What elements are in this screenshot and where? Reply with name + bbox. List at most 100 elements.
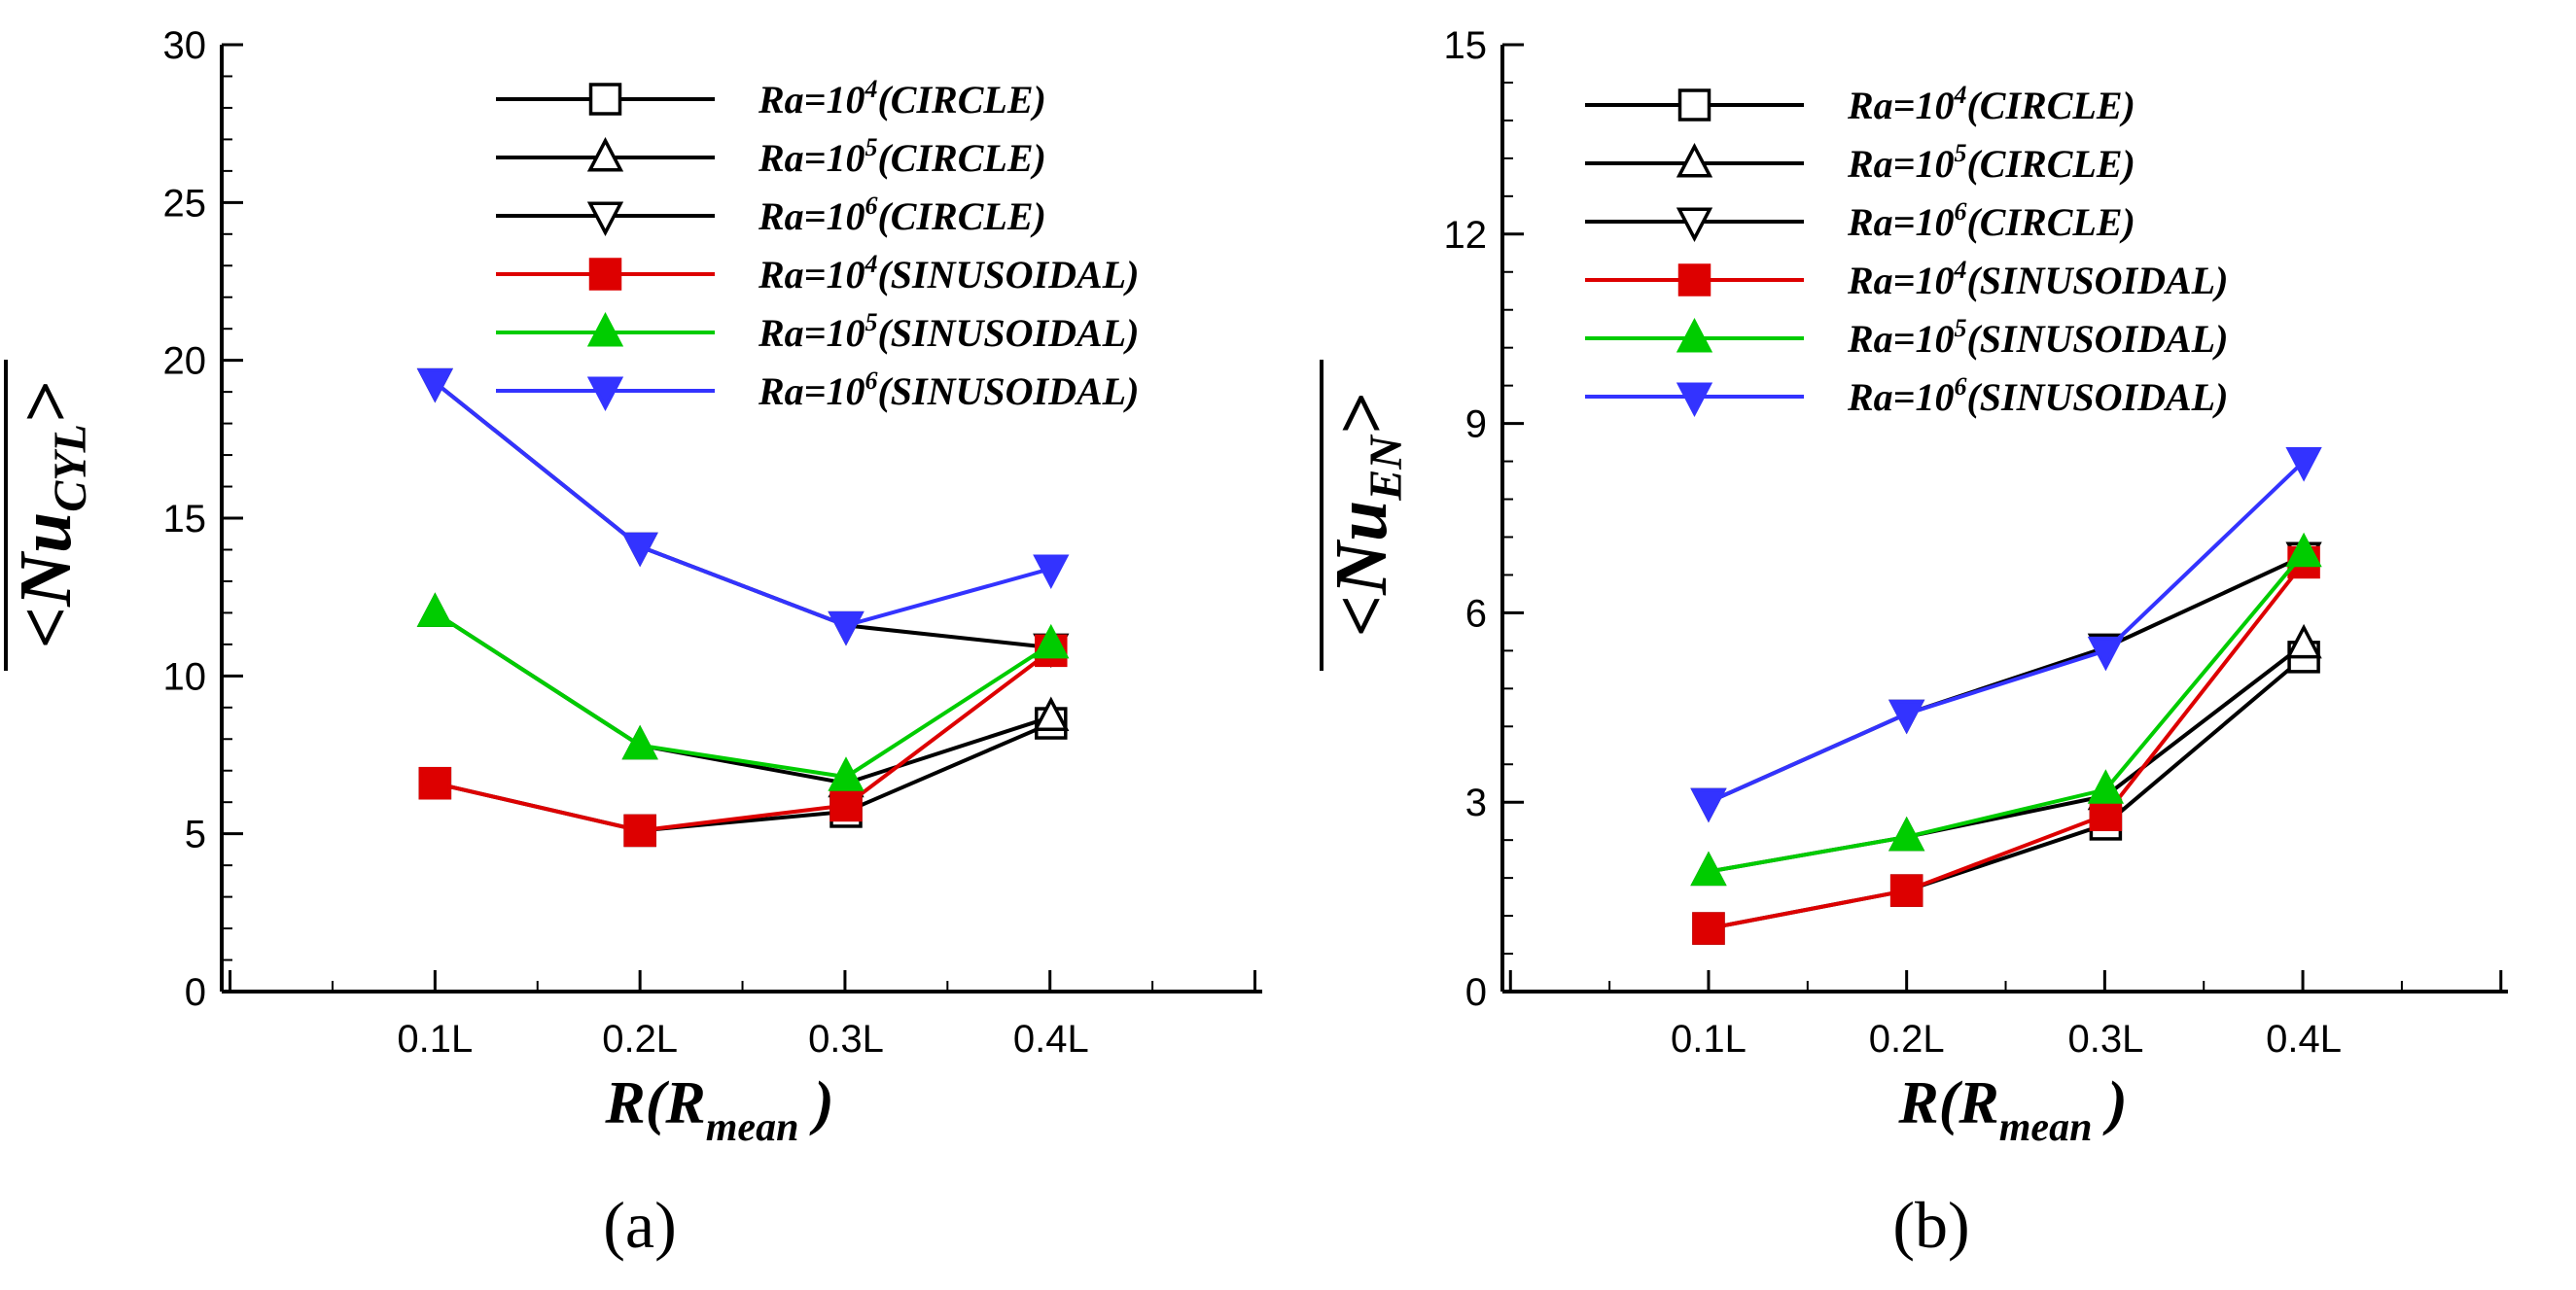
- legend-suffix: (CIRCLE): [877, 194, 1045, 238]
- legend-base: Ra=10: [1847, 200, 1954, 244]
- series-line: [434, 721, 1052, 833]
- x-tick-label: 0.4L: [1013, 1018, 1089, 1061]
- series-line: [1708, 551, 2306, 874]
- legend-marker: [1676, 142, 1713, 178]
- legend-marker: [1676, 382, 1713, 418]
- legend-suffix: (SINUSOIDAL): [877, 369, 1139, 413]
- legend-label: Ra=104(SINUSOIDAL): [1847, 256, 2228, 302]
- x-axis-label: R(Rmean ): [604, 1070, 833, 1150]
- legend-suffix: (SINUSOIDAL): [1966, 317, 2228, 361]
- series-0: [1692, 641, 2320, 945]
- y-axis-label: <NuCYL>: [4, 360, 96, 671]
- legend-label: Ra=104(SINUSOIDAL): [758, 250, 1139, 296]
- data-point: [2087, 769, 2125, 804]
- series-line: [434, 648, 1052, 833]
- legend-label: Ra=104(CIRCLE): [758, 75, 1046, 122]
- y-label-main: <Nu: [1321, 501, 1402, 637]
- legend-label: Ra=104(CIRCLE): [1847, 81, 2135, 127]
- data-point: [1692, 912, 1725, 945]
- legend-suffix: (CIRCLE): [1966, 142, 2135, 186]
- series-line: [434, 380, 1052, 628]
- panel-caption: (a): [603, 1188, 676, 1262]
- legend-label: Ra=105(CIRCLE): [758, 133, 1046, 180]
- x-label-sub: mean: [1999, 1105, 2093, 1150]
- legend-exponent: 6: [865, 192, 877, 220]
- legend-exponent: 5: [1954, 139, 1966, 167]
- legend-exponent: 6: [865, 366, 877, 395]
- legend-label: Ra=106(CIRCLE): [1847, 197, 2135, 244]
- series-1: [1690, 623, 2322, 887]
- y-label-sub: EN: [1360, 434, 1412, 502]
- series-3: [1692, 545, 2320, 945]
- legend-base: Ra=10: [758, 311, 865, 355]
- y-tick-label: 0: [185, 971, 206, 1014]
- x-tick-label: 0.4L: [2266, 1018, 2342, 1061]
- y-label-sub: CYL: [45, 424, 96, 512]
- data-point: [2285, 447, 2322, 482]
- series-4: [416, 592, 1070, 791]
- data-point: [1888, 699, 1925, 735]
- x-tick-label: 0.1L: [1671, 1018, 1747, 1061]
- legend-base: Ra=10: [758, 136, 865, 180]
- legend-suffix: (CIRCLE): [1966, 200, 2135, 244]
- x-tick-label: 0.3L: [2067, 1018, 2143, 1061]
- legend-suffix: (CIRCLE): [877, 78, 1045, 122]
- y-axis-label-text: <NuEN>: [1321, 394, 1412, 637]
- legend-base: Ra=10: [1847, 375, 1954, 419]
- data-point: [621, 724, 658, 760]
- legend-base: Ra=10: [1847, 84, 1954, 127]
- y-tick-label: 6: [1465, 592, 1487, 635]
- legend: Ra=104(CIRCLE)Ra=105(CIRCLE)Ra=106(CIRCL…: [496, 75, 1139, 413]
- series-line: [434, 380, 1052, 650]
- series-line: [1708, 561, 2306, 931]
- legend-label: Ra=105(CIRCLE): [1847, 139, 2135, 186]
- legend: Ra=104(CIRCLE)Ra=105(CIRCLE)Ra=106(CIRCL…: [1585, 81, 2228, 419]
- series-4: [1690, 532, 2322, 887]
- y-tick-label: 25: [163, 182, 207, 225]
- data-point: [1033, 623, 1070, 659]
- x-axis-label: R(Rmean ): [1897, 1070, 2127, 1150]
- series-line: [1708, 460, 2306, 805]
- data-point: [1033, 554, 1070, 589]
- legend-base: Ra=10: [758, 369, 865, 413]
- legend-base: Ra=10: [1847, 142, 1954, 186]
- legend-base: Ra=10: [1847, 259, 1954, 302]
- y-tick-label: 20: [163, 340, 207, 383]
- y-tick-label: 15: [1444, 24, 1488, 67]
- legend-label: Ra=105(SINUSOIDAL): [1847, 314, 2228, 361]
- legend-exponent: 5: [865, 133, 877, 161]
- data-point: [829, 788, 863, 822]
- data-point: [621, 532, 658, 568]
- legend-label: Ra=106(CIRCLE): [758, 192, 1046, 238]
- series-line: [1708, 655, 2306, 931]
- legend-marker: [588, 83, 622, 116]
- legend-marker: [1676, 317, 1713, 353]
- legend-label: Ra=106(SINUSOIDAL): [758, 366, 1139, 413]
- x-label-sub: mean: [706, 1105, 799, 1150]
- data-point: [623, 814, 656, 848]
- data-point: [1690, 787, 1727, 823]
- legend-exponent: 4: [1953, 81, 1966, 109]
- data-point: [416, 592, 453, 627]
- data-point: [416, 367, 453, 403]
- legend-exponent: 5: [1954, 314, 1966, 342]
- legend-suffix: (SINUSOIDAL): [1966, 375, 2228, 419]
- y-tick-label: 9: [1465, 403, 1487, 446]
- data-point: [1888, 816, 1925, 852]
- x-tick-label: 0.3L: [808, 1018, 884, 1061]
- legend-marker: [586, 201, 624, 237]
- data-point: [828, 610, 865, 646]
- legend-marker: [1677, 88, 1711, 122]
- legend-base: Ra=10: [758, 253, 865, 296]
- x-tick-label: 0.1L: [397, 1018, 473, 1061]
- legend-exponent: 4: [864, 250, 877, 278]
- legend-label: Ra=105(SINUSOIDAL): [758, 308, 1139, 355]
- legend-exponent: 4: [1953, 256, 1966, 284]
- panel-caption: (b): [1892, 1188, 1969, 1262]
- x-label-close: ): [798, 1070, 833, 1136]
- data-point: [1033, 696, 1070, 732]
- y-tick-label: 3: [1465, 782, 1487, 824]
- legend-base: Ra=10: [1847, 317, 1954, 361]
